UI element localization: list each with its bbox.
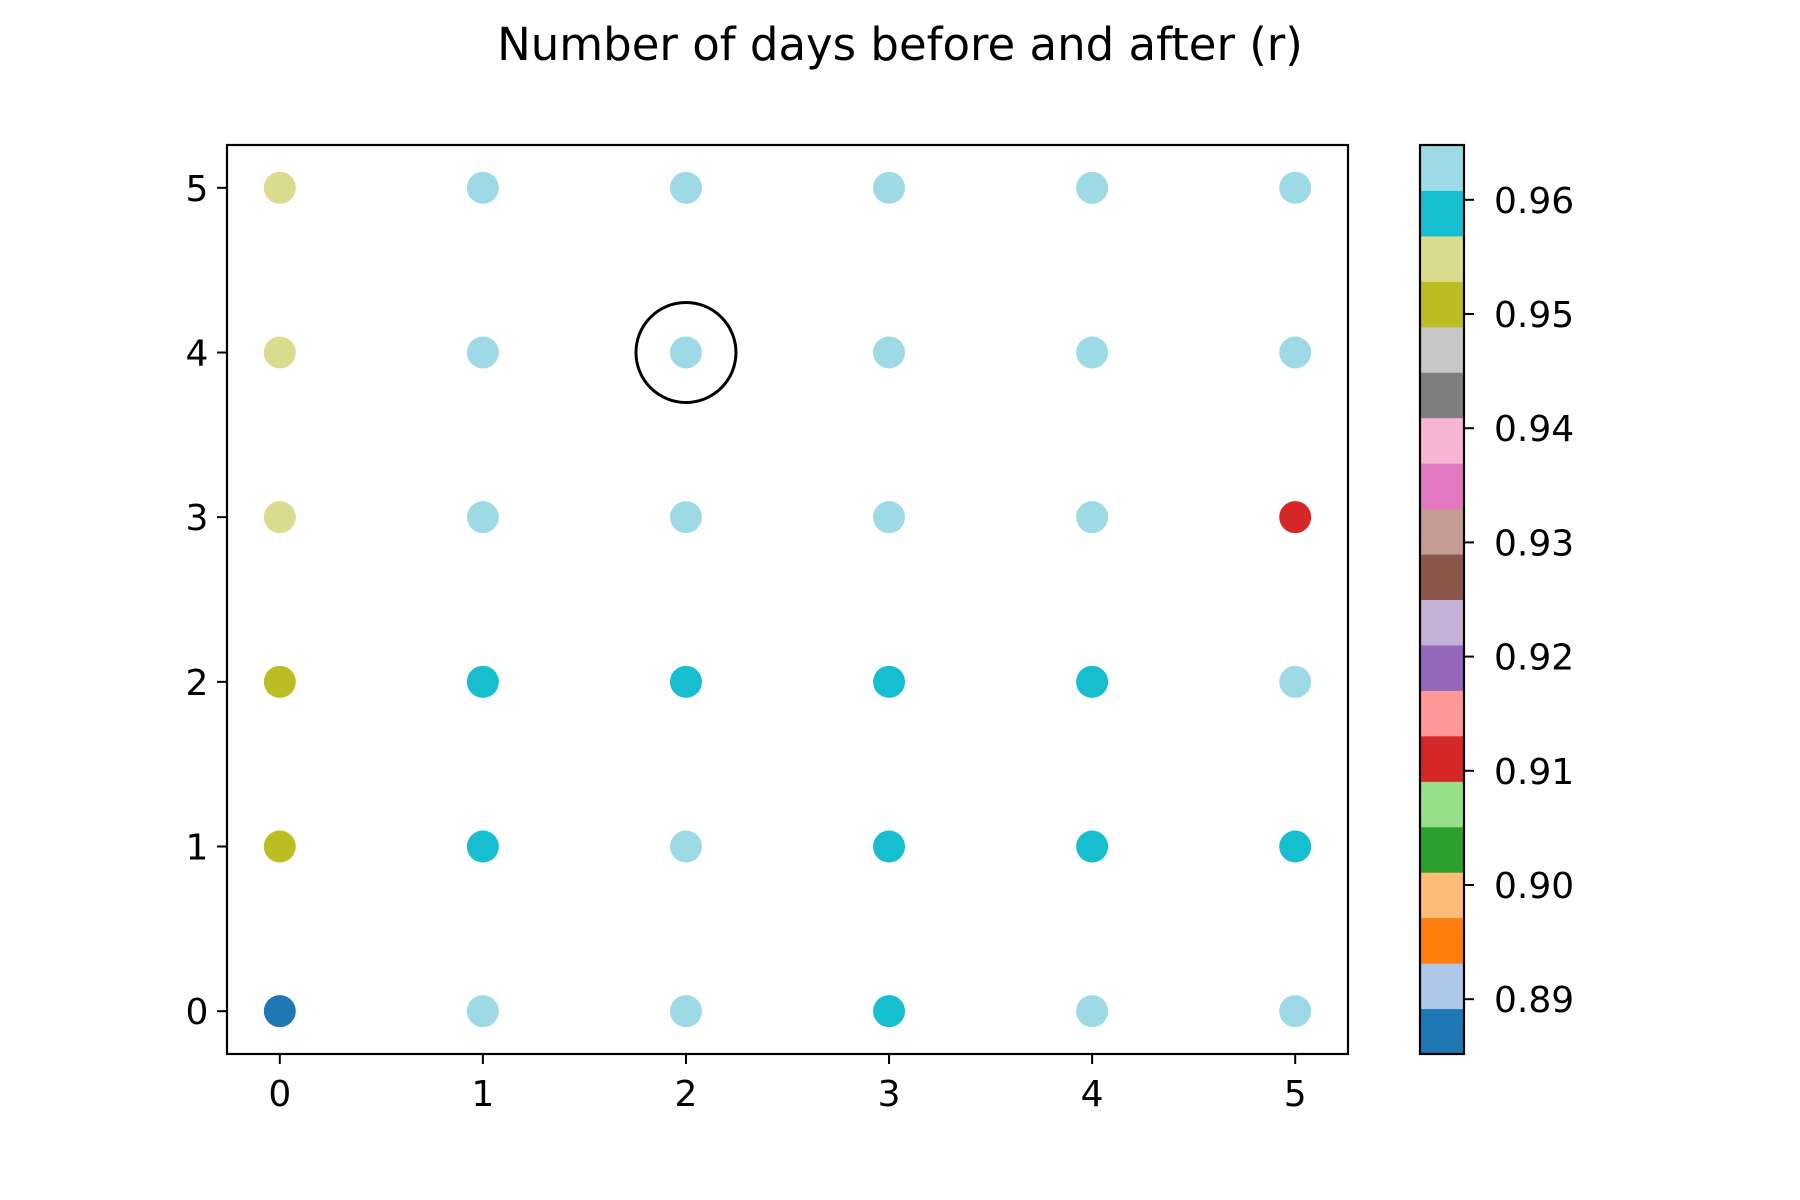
colorbar-tick-label: 0.89 (1494, 980, 1574, 1021)
x-tick-label: 4 (1081, 1074, 1104, 1115)
scatter-point (1076, 995, 1109, 1028)
plot-area: 0 1 2 3 4 5 0 1 2 3 4 5 (186, 143, 1350, 1115)
y-tick-label: 0 (186, 992, 209, 1033)
scatter-point (1076, 171, 1109, 204)
colorbar-tick-label: 0.95 (1494, 295, 1574, 336)
scatter-point (873, 501, 906, 534)
scatter-point (873, 995, 906, 1028)
scatter-point (466, 995, 499, 1028)
colorbar: 0.89 0.90 0.91 0.92 0.93 0.94 0.95 0.96 (1418, 143, 1574, 1056)
x-tick-label: 3 (878, 1074, 901, 1115)
colorbar-tick-label: 0.92 (1494, 638, 1574, 679)
scatter-point (669, 501, 702, 534)
colorbar-band (1420, 963, 1464, 1010)
scatter-point (263, 336, 296, 369)
scatter-point (1076, 336, 1109, 369)
scatter-point (263, 501, 296, 534)
scatter-point (466, 336, 499, 369)
scatter-point (263, 665, 296, 698)
colorbar-band (1420, 417, 1464, 464)
colorbar-band (1420, 463, 1464, 510)
colorbar-band (1420, 826, 1464, 873)
scatter-point (1076, 830, 1109, 863)
colorbar-tick-label: 0.94 (1494, 409, 1574, 450)
scatter-point (669, 336, 702, 369)
scatter-point (873, 336, 906, 369)
highlight-circle (634, 300, 738, 404)
y-tick-label: 3 (186, 498, 209, 539)
axes-frame (225, 143, 1350, 1056)
x-axis: 0 1 2 3 4 5 (268, 1054, 1307, 1115)
scatter-point (873, 830, 906, 863)
x-tick-label: 2 (675, 1074, 698, 1115)
scatter-point (873, 665, 906, 698)
scatter-point (1279, 830, 1312, 863)
y-tick-label: 2 (186, 663, 209, 704)
colorbar-band (1420, 554, 1464, 600)
scatter-point (466, 830, 499, 863)
scatter-point (669, 665, 702, 698)
scatter-point (1279, 171, 1312, 204)
y-tick-label: 1 (186, 828, 209, 869)
y-tick-label: 4 (186, 333, 209, 374)
scatter-point (466, 171, 499, 204)
scatter-point (1279, 995, 1312, 1028)
scatter-point (669, 830, 702, 863)
colorbar-band (1420, 508, 1464, 555)
colorbar-tick-label: 0.91 (1494, 752, 1574, 793)
scatter-point (466, 501, 499, 534)
colorbar-band (1420, 872, 1464, 919)
scatter-point (1279, 665, 1312, 698)
scatter-point (263, 171, 296, 204)
colorbar-ticks: 0.89 0.90 0.91 0.92 0.93 0.94 0.95 0.96 (1464, 181, 1574, 1021)
colorbar-band (1420, 190, 1464, 237)
scatter-point (873, 171, 906, 204)
colorbar-band (1420, 235, 1464, 282)
scatter-point (263, 830, 296, 863)
colorbar-band (1420, 690, 1464, 737)
scatter-point (263, 995, 296, 1028)
highlight-layer (634, 300, 738, 404)
colorbar-band (1420, 145, 1464, 191)
colorbar-tick-label: 0.90 (1494, 866, 1574, 907)
scatter-points (263, 171, 1312, 1028)
colorbar-band (1420, 326, 1464, 373)
colorbar-frame (1418, 143, 1466, 1056)
chart-title: Number of days before and after (r) (497, 18, 1303, 71)
colorbar-band (1420, 599, 1464, 646)
colorbar-bands (1420, 145, 1464, 1055)
scatter-point (1279, 336, 1312, 369)
colorbar-band (1420, 1008, 1464, 1055)
scatter-point (1076, 501, 1109, 534)
colorbar-tick-label: 0.93 (1494, 523, 1574, 564)
colorbar-band (1420, 735, 1464, 782)
scatter-point (1279, 501, 1312, 534)
colorbar-band (1420, 281, 1464, 328)
x-tick-label: 0 (268, 1074, 291, 1115)
scatter-point (669, 995, 702, 1028)
y-tick-label: 5 (186, 169, 209, 210)
y-axis: 0 1 2 3 4 5 (186, 169, 227, 1033)
colorbar-band (1420, 781, 1464, 828)
scatter-point (669, 171, 702, 204)
colorbar-band (1420, 372, 1464, 419)
colorbar-band (1420, 644, 1464, 691)
scatter-point (466, 665, 499, 698)
x-tick-label: 1 (471, 1074, 494, 1115)
colorbar-band (1420, 917, 1464, 964)
colorbar-tick-label: 0.96 (1494, 181, 1574, 222)
scatter-point (1076, 665, 1109, 698)
x-tick-label: 5 (1284, 1074, 1307, 1115)
